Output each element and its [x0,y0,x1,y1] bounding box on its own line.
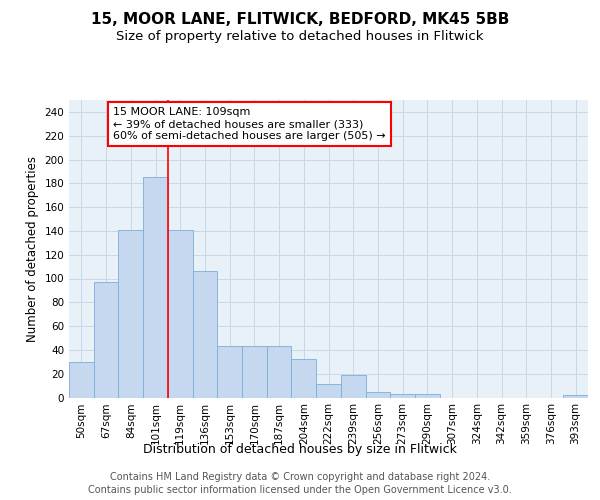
Bar [168,230,193,398]
Text: Contains public sector information licensed under the Open Government Licence v3: Contains public sector information licen… [88,485,512,495]
Bar [563,395,588,398]
Bar [143,178,168,398]
Bar [242,346,267,398]
Text: Size of property relative to detached houses in Flitwick: Size of property relative to detached ho… [116,30,484,43]
Bar [217,346,242,398]
Bar [69,362,94,398]
Bar [316,384,341,398]
Text: 15 MOOR LANE: 109sqm
← 39% of detached houses are smaller (333)
60% of semi-deta: 15 MOOR LANE: 109sqm ← 39% of detached h… [113,108,386,140]
Bar [267,346,292,398]
Bar [341,375,365,398]
Bar [292,360,316,398]
Bar [94,282,118,398]
Y-axis label: Number of detached properties: Number of detached properties [26,156,39,342]
Bar [118,230,143,398]
Bar [415,394,440,398]
Bar [365,392,390,398]
Bar [193,272,217,398]
Text: Distribution of detached houses by size in Flitwick: Distribution of detached houses by size … [143,442,457,456]
Text: Contains HM Land Registry data © Crown copyright and database right 2024.: Contains HM Land Registry data © Crown c… [110,472,490,482]
Text: 15, MOOR LANE, FLITWICK, BEDFORD, MK45 5BB: 15, MOOR LANE, FLITWICK, BEDFORD, MK45 5… [91,12,509,28]
Bar [390,394,415,398]
